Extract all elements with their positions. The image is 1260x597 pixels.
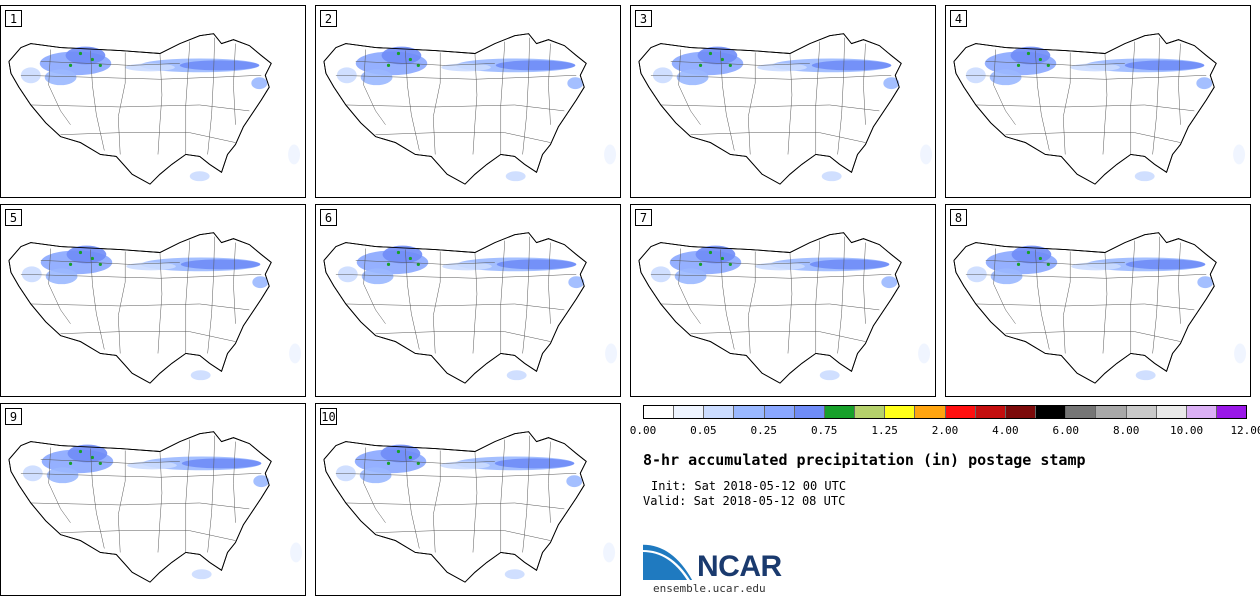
panel-number: 5 [5, 209, 22, 226]
colorbar-tick-label: 0.00 [629, 424, 657, 437]
map-panel: 4 [945, 5, 1251, 198]
valid-time: Valid: Sat 2018-05-12 08 UTC [643, 494, 846, 508]
colorbar-segment [945, 406, 976, 418]
panel-number: 4 [950, 10, 967, 27]
colorbar-segment [1096, 406, 1127, 418]
precip-map [8, 232, 302, 384]
colorbar-segment [855, 406, 886, 418]
site-url: ensemble.ucar.edu [653, 582, 766, 595]
map-panel: 3 [630, 5, 936, 198]
colorbar-segment [1156, 406, 1187, 418]
ncar-logo-icon [643, 543, 694, 581]
colorbar-tick-label: 1.25 [871, 424, 898, 437]
colorbar-tick-label: 0.75 [810, 424, 838, 437]
colorbar-segment [764, 406, 795, 418]
colorbar-segment [975, 406, 1006, 418]
precip-map [323, 33, 617, 185]
colorbar-segment [644, 406, 675, 418]
precip-map [323, 232, 618, 384]
map-panel: 8 [945, 204, 1251, 397]
panel-number: 8 [950, 209, 967, 226]
precip-map [953, 232, 1247, 384]
colorbar-segment [1036, 406, 1067, 418]
map-panel: 2 [315, 5, 621, 198]
colorbar-tick-label: 8.00 [1112, 424, 1140, 437]
colorbar-tick-label: 12.00 [1230, 424, 1260, 437]
precip-map [323, 431, 616, 583]
precip-map [953, 33, 1246, 185]
precip-map [8, 431, 303, 583]
colorbar-segment [885, 406, 916, 418]
colorbar-segment [734, 406, 765, 418]
colorbar-tick-label: 6.00 [1052, 424, 1080, 437]
panel-number: 1 [5, 10, 22, 27]
precip-map [638, 232, 931, 384]
colorbar-segment [674, 406, 705, 418]
panel-number: 2 [320, 10, 337, 27]
colorbar-segment [915, 406, 946, 418]
colorbar-tick-label: 4.00 [992, 424, 1019, 437]
map-panel: 10 [315, 403, 621, 596]
chart-title: 8-hr accumulated precipitation (in) post… [643, 451, 1086, 469]
colorbar-segment [794, 406, 825, 418]
ncar-logo-text: NCAR [697, 550, 782, 583]
init-time: Init: Sat 2018-05-12 00 UTC [651, 479, 847, 493]
colorbar-segment [824, 406, 856, 418]
map-panel: 9 [0, 403, 306, 596]
map-panel: 6 [315, 204, 621, 397]
panel-number: 10 [320, 408, 337, 425]
panel-number: 9 [5, 408, 22, 425]
colorbar-segment [704, 406, 735, 418]
colorbar-segment [1126, 406, 1157, 418]
colorbar-segment [1066, 406, 1097, 418]
map-panel: 5 [0, 204, 306, 397]
precip-map [638, 33, 933, 185]
panel-number: 6 [320, 209, 337, 226]
precip-map [8, 33, 301, 185]
panel-number: 7 [635, 209, 652, 226]
colorbar-tick-label: 0.25 [750, 424, 778, 437]
colorbar [643, 405, 1247, 419]
colorbar-tick-label: 0.05 [690, 424, 717, 437]
colorbar-segment [1186, 406, 1217, 418]
panel-number: 3 [635, 10, 652, 27]
map-panel: 7 [630, 204, 936, 397]
colorbar-tick-label: 10.00 [1170, 424, 1204, 437]
colorbar-tick-label: 2.00 [931, 424, 959, 437]
colorbar-segment [1216, 406, 1247, 418]
colorbar-segment [1005, 406, 1037, 418]
map-panel: 1 [0, 5, 306, 198]
